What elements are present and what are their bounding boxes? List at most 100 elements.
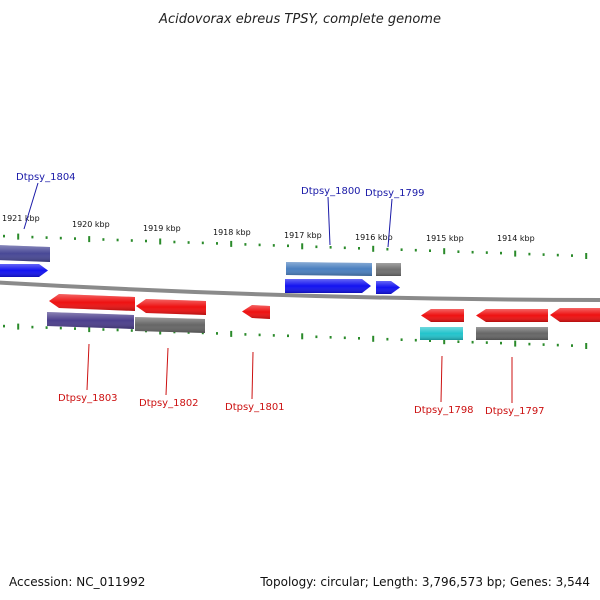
major-tick	[372, 335, 375, 342]
minor-tick	[258, 243, 261, 247]
minor-tick	[216, 242, 218, 245]
major-tick	[17, 323, 20, 330]
minor-tick	[471, 340, 474, 344]
minor-tick	[400, 248, 403, 251]
major-tick	[372, 245, 375, 252]
gene-dtpsy-1804-shade	[0, 245, 50, 262]
minor-tick	[528, 252, 531, 256]
strand-direction-arrows	[0, 264, 400, 294]
gene-leader-line	[86, 343, 90, 391]
major-tick	[230, 330, 233, 337]
minor-tick	[471, 250, 474, 254]
gene-dtpsy-1797-shade	[476, 327, 548, 340]
minor-tick	[130, 239, 133, 242]
reverse-tick-track	[3, 323, 588, 349]
reverse-arrow-5-shade	[550, 308, 600, 322]
minor-tick	[145, 239, 147, 243]
gene-label: Dtpsy_1798	[414, 405, 474, 416]
minor-tick	[343, 246, 346, 250]
minor-tick	[287, 334, 289, 338]
major-tick	[585, 253, 588, 259]
minor-tick	[74, 327, 76, 330]
gene-label: Dtpsy_1804	[16, 172, 76, 183]
gene-label: Dtpsy_1800	[301, 186, 361, 197]
gene-dtpsy-1801-shade	[242, 305, 270, 319]
gene-label: Dtpsy_1802	[139, 398, 199, 409]
minor-tick	[329, 246, 332, 249]
major-tick	[17, 233, 20, 240]
major-tick	[88, 326, 91, 333]
minor-tick	[315, 335, 318, 339]
minor-tick	[414, 248, 417, 252]
minor-tick	[59, 236, 62, 240]
minor-tick	[3, 324, 5, 328]
gene-leader-line	[440, 355, 443, 403]
minor-tick	[571, 254, 573, 257]
minor-tick	[485, 341, 488, 344]
minor-tick	[542, 253, 545, 256]
minor-tick	[343, 336, 346, 340]
minor-tick	[414, 338, 417, 342]
minor-tick	[216, 332, 218, 335]
major-tick	[585, 343, 588, 349]
gene-dtpsy-1800-shade	[286, 262, 372, 276]
major-tick	[514, 250, 517, 257]
minor-tick	[457, 340, 460, 343]
genome-summary-text: Topology: circular; Length: 3,796,573 bp…	[260, 575, 590, 589]
gene-label: Dtpsy_1799	[365, 188, 425, 199]
gene-leader-line	[23, 182, 39, 230]
minor-tick	[457, 250, 460, 253]
minor-tick	[31, 325, 34, 329]
scale-label: 1917 kbp	[284, 231, 322, 240]
minor-tick	[116, 328, 119, 332]
minor-tick	[429, 339, 431, 342]
minor-tick	[130, 329, 133, 332]
minor-tick	[102, 328, 105, 331]
minor-tick	[244, 333, 247, 336]
gene-dtpsy-1802-shade	[135, 317, 205, 333]
scale-label: 1916 kbp	[355, 233, 393, 242]
scale-label-group: 1921 kbp 1920 kbp 1919 kbp 1918 kbp 1917 kbp…	[2, 214, 535, 243]
minor-tick	[500, 341, 502, 345]
gene-label: Dtpsy_1803	[58, 393, 118, 404]
minor-tick	[173, 240, 176, 244]
minor-tick	[542, 343, 545, 346]
gene-leader-line	[165, 347, 169, 396]
forward-tick-track	[3, 233, 588, 259]
scale-label: 1921 kbp	[2, 214, 40, 223]
minor-tick	[571, 344, 573, 347]
forward-arrow-left-shade	[0, 264, 48, 277]
minor-tick	[31, 235, 34, 239]
minor-tick	[244, 243, 247, 246]
genome-backbone	[0, 280, 600, 302]
minor-tick	[116, 238, 119, 242]
minor-tick	[272, 334, 275, 337]
minor-tick	[429, 249, 431, 252]
scale-label: 1920 kbp	[72, 220, 110, 229]
gene-leader-line	[251, 351, 254, 400]
gene-leader-line	[327, 196, 331, 246]
gene-dtpsy-1798-shade	[420, 327, 463, 340]
gene-label: Dtpsy_1797	[485, 406, 545, 417]
minor-tick	[59, 326, 62, 330]
gene-dtpsy-1799-shade	[376, 263, 401, 276]
major-tick	[443, 248, 446, 255]
reverse-arrow-2-shade	[136, 299, 206, 315]
minor-tick	[386, 337, 389, 341]
minor-tick	[329, 336, 332, 339]
minor-tick	[272, 244, 275, 247]
major-tick	[514, 340, 517, 347]
major-tick	[88, 236, 91, 243]
minor-tick	[315, 245, 318, 249]
scale-label: 1915 kbp	[426, 234, 464, 243]
minor-tick	[45, 326, 48, 329]
gene-label: Dtpsy_1801	[225, 402, 285, 413]
reverse-arrow-1-shade	[49, 294, 135, 311]
forward-arrow-middle-shade	[285, 279, 371, 293]
gene-feature-group	[0, 245, 600, 340]
reverse-arrow-3-shade	[421, 309, 464, 322]
minor-tick	[102, 238, 105, 241]
minor-tick	[45, 236, 48, 239]
forward-arrow-right-shade	[376, 281, 400, 294]
